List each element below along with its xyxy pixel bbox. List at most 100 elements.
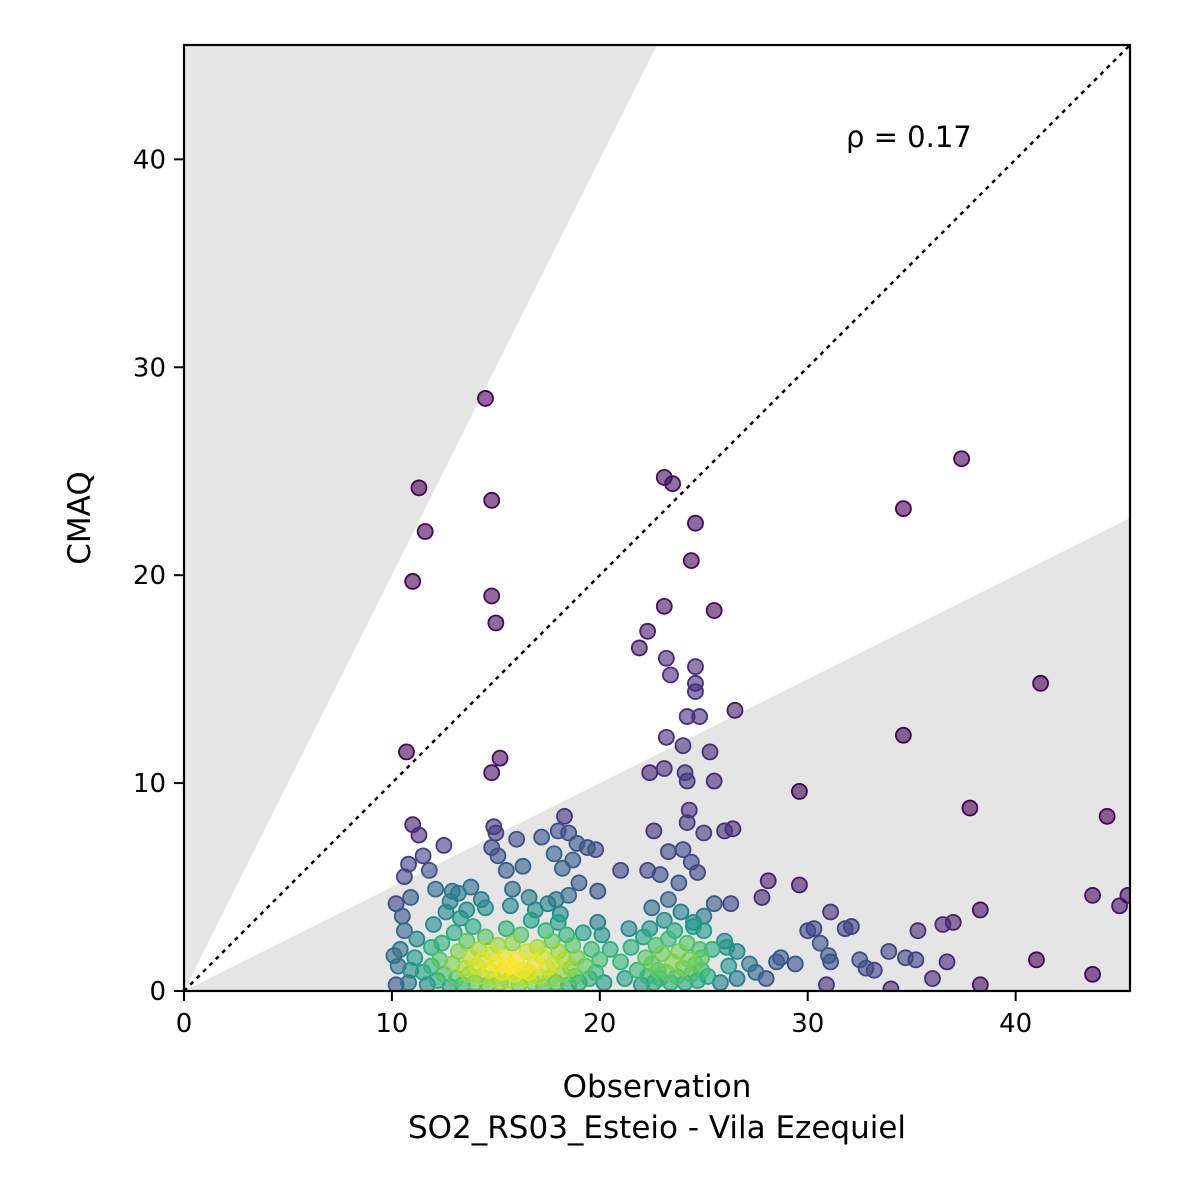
data-point — [897, 949, 914, 967]
data-point — [741, 955, 758, 973]
data-point — [410, 826, 428, 844]
data-point — [545, 845, 563, 863]
data-point — [487, 824, 505, 842]
data-point — [522, 911, 540, 929]
plot-frame — [182, 43, 1132, 993]
data-point — [651, 866, 669, 883]
data-point — [425, 916, 442, 933]
data-point — [759, 872, 777, 890]
data-point — [502, 897, 519, 915]
data-point — [894, 500, 912, 518]
data-point — [514, 857, 532, 875]
data-point — [1028, 951, 1045, 969]
data-point — [483, 587, 501, 605]
x-tick-label: 30 — [791, 1009, 824, 1039]
data-point — [722, 895, 740, 913]
scatter-points — [385, 390, 1130, 991]
data-point — [938, 953, 956, 971]
data-point — [820, 947, 837, 965]
data-point — [799, 922, 817, 940]
data-point — [687, 658, 704, 676]
data-point — [687, 683, 704, 701]
data-point — [1098, 807, 1116, 825]
data-point — [678, 814, 696, 831]
data-point — [664, 953, 681, 971]
data-point — [753, 889, 771, 906]
data-point — [410, 479, 428, 497]
data-point — [822, 903, 840, 921]
data-point — [691, 708, 709, 725]
data-point — [971, 901, 989, 919]
data-point — [726, 701, 744, 719]
data-point — [971, 976, 989, 991]
data-point — [593, 926, 611, 944]
data-point — [695, 824, 713, 842]
x-tick-label: 10 — [375, 1009, 408, 1039]
data-point — [427, 880, 444, 898]
data-point — [612, 953, 630, 971]
data-point — [487, 614, 505, 632]
x-axis-station-label: SO2_RS03_Esteio - Vila Ezequiel — [408, 1110, 906, 1146]
data-point — [406, 949, 424, 967]
y-tick-label: 30 — [133, 353, 166, 383]
y-axis-label: CMAQ — [62, 471, 98, 564]
data-point — [684, 918, 702, 935]
x-tick-label: 0 — [176, 1009, 193, 1039]
data-point — [924, 970, 941, 987]
data-point — [635, 928, 652, 946]
data-point — [672, 903, 690, 921]
data-point — [568, 834, 586, 852]
data-point — [680, 951, 698, 969]
data-point — [655, 760, 673, 777]
data-point — [894, 726, 912, 744]
data-point — [497, 862, 515, 879]
data-point — [643, 955, 661, 973]
data-point — [660, 891, 677, 908]
x-axis: 0 10 20 30 40 — [176, 991, 1032, 1039]
data-point — [622, 938, 640, 956]
data-point — [1084, 886, 1101, 904]
data-point — [497, 920, 515, 938]
data-point — [882, 980, 900, 991]
data-point — [591, 951, 609, 969]
data-point — [404, 573, 422, 590]
data-point — [670, 874, 688, 892]
data-point — [504, 934, 521, 952]
data-point — [526, 953, 544, 971]
data-point — [616, 970, 634, 987]
data-point — [601, 941, 619, 958]
data-point — [660, 843, 677, 861]
data-point — [502, 957, 519, 975]
data-point — [416, 523, 434, 540]
data-point — [452, 909, 469, 927]
data-point — [645, 822, 663, 840]
data-point — [477, 390, 494, 407]
data-point — [393, 907, 411, 925]
data-point — [909, 922, 927, 940]
identity-line — [184, 45, 1130, 991]
data-point — [687, 514, 704, 532]
data-point — [720, 957, 738, 975]
data-point — [674, 841, 692, 859]
data-point — [643, 899, 661, 917]
data-point — [818, 976, 835, 991]
data-point — [961, 799, 979, 817]
x-tick-label: 20 — [583, 1009, 616, 1039]
data-point — [705, 895, 723, 913]
data-point — [701, 743, 719, 761]
data-point — [628, 961, 646, 979]
data-point — [682, 853, 700, 871]
data-point — [664, 475, 681, 493]
data-point — [768, 953, 785, 971]
data-point — [786, 955, 804, 973]
data-point — [791, 783, 808, 800]
data-point — [718, 938, 736, 956]
data-point — [435, 837, 453, 854]
data-point — [395, 868, 413, 886]
data-point — [489, 847, 507, 865]
data-point — [1084, 965, 1101, 983]
data-point — [391, 941, 409, 958]
plot-area — [184, 45, 1130, 991]
data-point — [851, 951, 869, 969]
